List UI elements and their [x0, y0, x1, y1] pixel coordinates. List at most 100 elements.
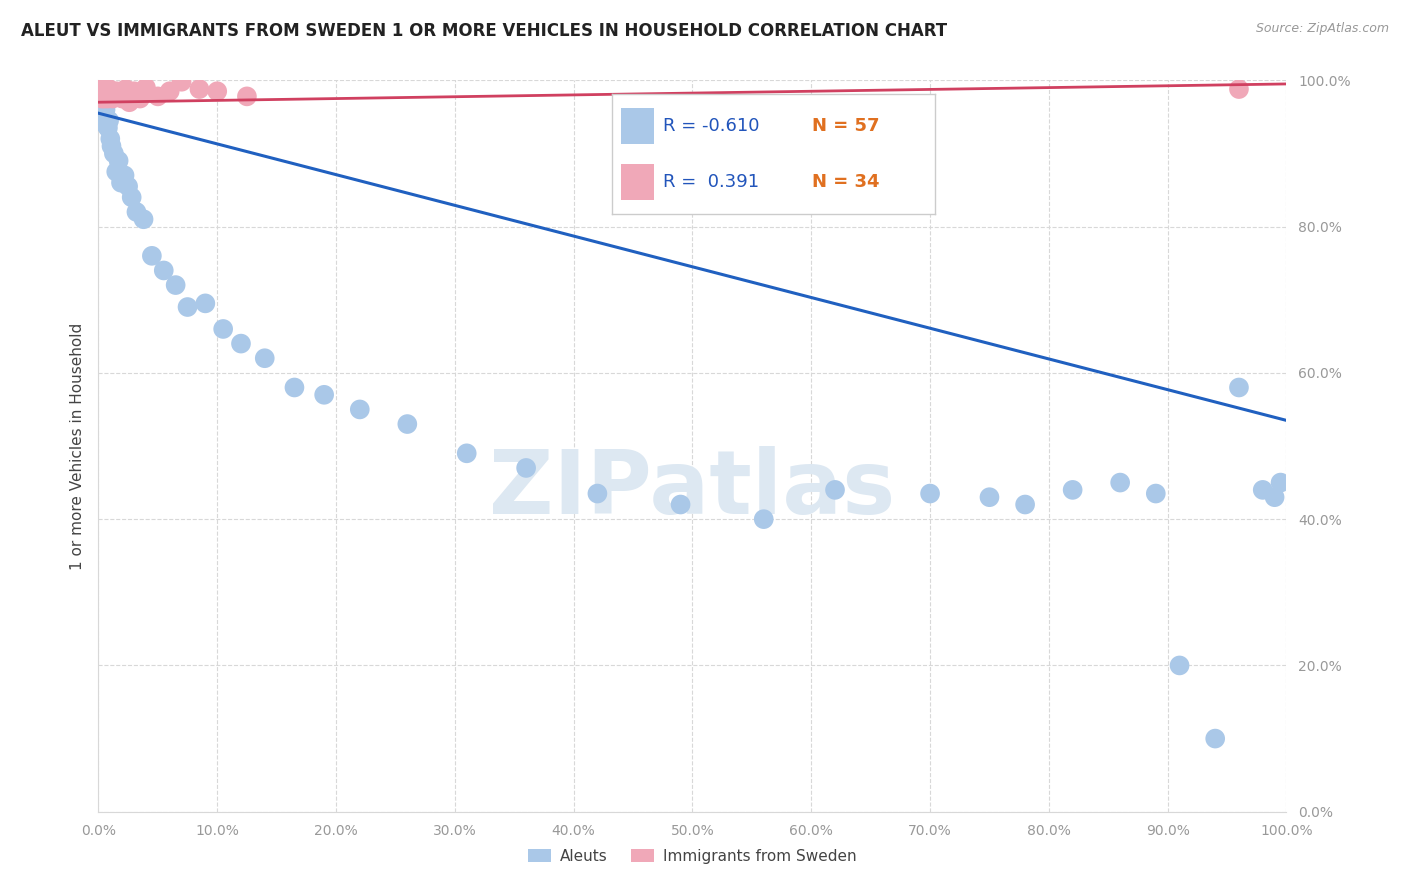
Point: [1144, 486, 1167, 500]
Point: [98, 82, 121, 96]
Point: [96, 119, 118, 133]
Point: [100, 84, 122, 98]
Point: [456, 446, 478, 460]
Point: [125, 205, 148, 219]
Point: [89, 79, 111, 94]
Point: [669, 498, 692, 512]
Point: [146, 89, 169, 103]
Point: [91, 92, 114, 106]
Point: [93, 84, 115, 98]
Point: [90, 106, 112, 120]
Point: [91, 79, 114, 94]
Bar: [621, 163, 654, 200]
Point: [194, 296, 217, 310]
Text: N = 34: N = 34: [813, 172, 880, 191]
Point: [314, 388, 336, 402]
Bar: [621, 108, 654, 145]
Point: [89, 84, 111, 98]
Point: [91, 89, 114, 103]
Point: [93, 113, 115, 128]
Point: [176, 300, 198, 314]
Point: [1227, 380, 1250, 394]
Point: [1264, 490, 1286, 504]
Point: [90, 84, 112, 98]
Point: [90, 80, 112, 95]
Point: [107, 153, 129, 168]
Point: [89, 87, 111, 102]
Point: [93, 92, 115, 106]
Point: [141, 249, 163, 263]
Point: [98, 132, 121, 146]
Text: R = -0.610: R = -0.610: [664, 117, 759, 136]
Point: [349, 402, 371, 417]
Point: [920, 486, 942, 500]
Legend: Aleuts, Immigrants from Sweden: Aleuts, Immigrants from Sweden: [522, 843, 863, 870]
Point: [207, 84, 229, 98]
Point: [253, 351, 276, 366]
Point: [118, 95, 141, 110]
Point: [91, 89, 114, 103]
Point: [98, 87, 121, 102]
Point: [117, 179, 139, 194]
Point: [96, 84, 118, 98]
Text: ZIPatlas: ZIPatlas: [489, 446, 896, 533]
Point: [91, 82, 114, 96]
Point: [105, 164, 128, 178]
Point: [188, 82, 211, 96]
Point: [1227, 82, 1250, 96]
Point: [236, 89, 259, 103]
Point: [91, 108, 114, 122]
Point: [93, 99, 115, 113]
Point: [90, 96, 112, 111]
Point: [1270, 475, 1292, 490]
Point: [94, 87, 117, 102]
Point: [159, 84, 181, 98]
Point: [129, 92, 152, 106]
Point: [100, 139, 122, 153]
Text: Source: ZipAtlas.com: Source: ZipAtlas.com: [1256, 22, 1389, 36]
Point: [101, 92, 124, 106]
Text: R =  0.391: R = 0.391: [664, 172, 759, 191]
Y-axis label: 1 or more Vehicles in Household: 1 or more Vehicles in Household: [69, 322, 84, 570]
Point: [110, 176, 132, 190]
Point: [94, 117, 117, 131]
Point: [108, 89, 131, 103]
Point: [979, 490, 1001, 504]
Point: [91, 95, 114, 110]
Point: [135, 80, 157, 95]
Point: [94, 103, 117, 117]
Point: [89, 92, 111, 106]
Point: [1168, 658, 1191, 673]
Point: [114, 82, 136, 96]
Point: [586, 486, 609, 500]
Point: [1014, 498, 1036, 512]
Point: [165, 278, 187, 293]
Point: [1062, 483, 1084, 497]
Point: [212, 322, 235, 336]
Point: [132, 212, 155, 227]
Text: ALEUT VS IMMIGRANTS FROM SWEDEN 1 OR MORE VEHICLES IN HOUSEHOLD CORRELATION CHAR: ALEUT VS IMMIGRANTS FROM SWEDEN 1 OR MOR…: [21, 22, 948, 40]
Point: [98, 113, 121, 128]
Point: [824, 483, 846, 497]
Point: [111, 92, 134, 106]
Point: [94, 80, 117, 95]
Point: [121, 190, 143, 204]
Point: [170, 75, 193, 89]
Point: [396, 417, 419, 431]
Point: [229, 336, 252, 351]
Point: [103, 146, 125, 161]
Point: [90, 80, 112, 95]
Point: [283, 380, 305, 394]
Point: [1109, 475, 1132, 490]
Point: [91, 103, 114, 117]
Point: [152, 263, 174, 277]
Point: [1251, 483, 1274, 497]
Point: [752, 512, 775, 526]
Point: [97, 120, 120, 135]
Point: [91, 75, 114, 89]
Text: N = 57: N = 57: [813, 117, 880, 136]
Point: [1204, 731, 1226, 746]
Point: [114, 169, 136, 183]
Point: [105, 84, 128, 98]
Point: [515, 461, 537, 475]
